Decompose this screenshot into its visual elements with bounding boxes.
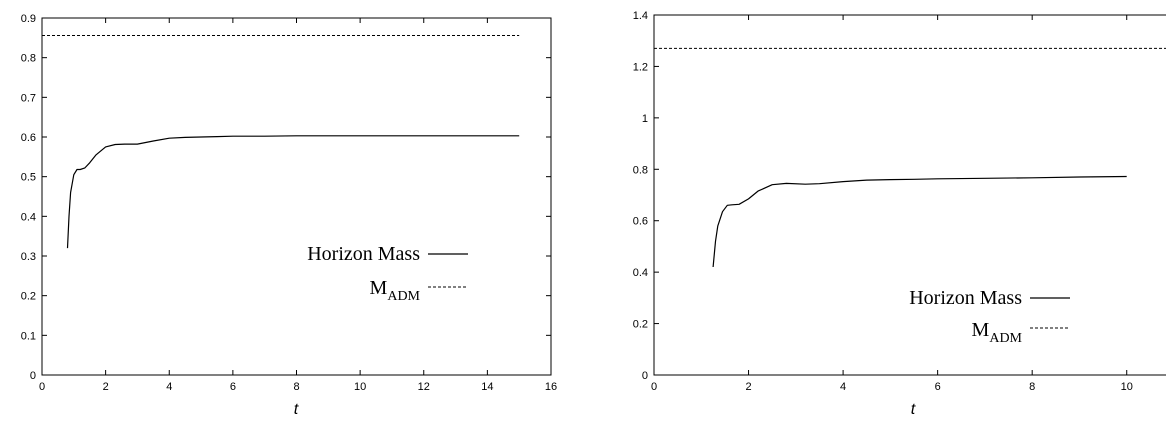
legend-label-horizon-mass-right: Horizon Mass [909,287,1022,309]
y-tick-label-right: 0.8 [633,164,648,176]
y-tick-label-right: 1.4 [633,10,648,22]
legend-right: Horizon Mass MADM [909,287,1070,346]
x-tick-label-right: 0 [651,381,657,393]
chart-panel-right: 0 2 4 6 8 10 0 0.2 0.4 0.6 0.8 1 1.2 1.4 t Horizon Ma… [633,10,1166,418]
y-tick-label-right: 0 [642,370,648,382]
plot-frame-right [653,14,1166,376]
legend-label-madm-main-right: M [972,319,990,341]
legend-label-horizon-mass-left: Horizon Mass [307,243,420,265]
legend-label-madm-sub-left: ADM [387,289,420,304]
x-tick-label-left: 8 [293,381,299,393]
legend-label-madm-main-left: M [370,277,388,299]
x-tick-label-left: 10 [354,381,366,393]
legend-label-madm-left: MADM [370,277,421,304]
x-axis-label-left: t [294,401,299,418]
y-tick-label-left: 0.1 [21,330,36,342]
x-tick-label-left: 0 [39,381,45,393]
x-tick-label-left: 16 [545,381,557,393]
x-tick-label-right: 2 [745,381,751,393]
legend-label-madm-sub-right: ADM [989,331,1022,346]
series-group-left [42,35,520,249]
axis-ticks-left: 0 2 4 6 8 10 12 14 16 0 0.1 0.2 0.3 0.4 0.5 0.6 0.7 0.8 0.… [21,13,557,393]
y-tick-label-left: 0.4 [21,211,36,223]
chart-panel-left: 0 2 4 6 8 10 12 14 16 0 0.1 0.2 0.3 0.4 0.5 0.6 0.7 0.8 0.… [21,13,557,418]
legend-label-madm-right: MADM [972,319,1023,346]
x-tick-label-right: 8 [1029,381,1035,393]
x-tick-label-left: 2 [103,381,109,393]
y-tick-label-left: 0 [30,370,36,382]
x-tick-label-left: 4 [166,381,172,393]
y-tick-label-right: 0.6 [633,216,648,228]
y-tick-label-right: 1.2 [633,61,648,73]
x-tick-label-right: 4 [840,381,846,393]
series-line-horizon-mass-right [712,175,1127,268]
y-tick-label-right: 0.2 [633,319,648,331]
x-tick-label-left: 14 [481,381,493,393]
axis-ticks-right: 0 2 4 6 8 10 0 0.2 0.4 0.6 0.8 1 1.2 1.4 [633,10,1133,393]
x-tick-label-left: 12 [418,381,430,393]
x-tick-label-right: 10 [1121,381,1133,393]
y-tick-label-left: 0.2 [21,291,36,303]
y-tick-label-left: 0.9 [21,13,36,25]
series-line-horizon-mass-left [66,135,520,249]
plot-frame-left [41,17,552,376]
y-tick-label-left: 0.3 [21,251,36,263]
y-tick-label-right: 0.4 [633,267,648,279]
y-tick-label-left: 0.6 [21,132,36,144]
y-tick-label-right: 1 [642,113,648,125]
x-tick-label-left: 6 [230,381,236,393]
x-tick-label-right: 6 [935,381,941,393]
legend-left: Horizon Mass MADM [307,243,468,304]
series-group-right [654,47,1166,268]
y-tick-label-left: 0.7 [21,92,36,104]
x-axis-label-right: t [911,401,916,418]
y-tick-label-left: 0.5 [21,172,36,184]
y-tick-label-left: 0.8 [21,53,36,65]
